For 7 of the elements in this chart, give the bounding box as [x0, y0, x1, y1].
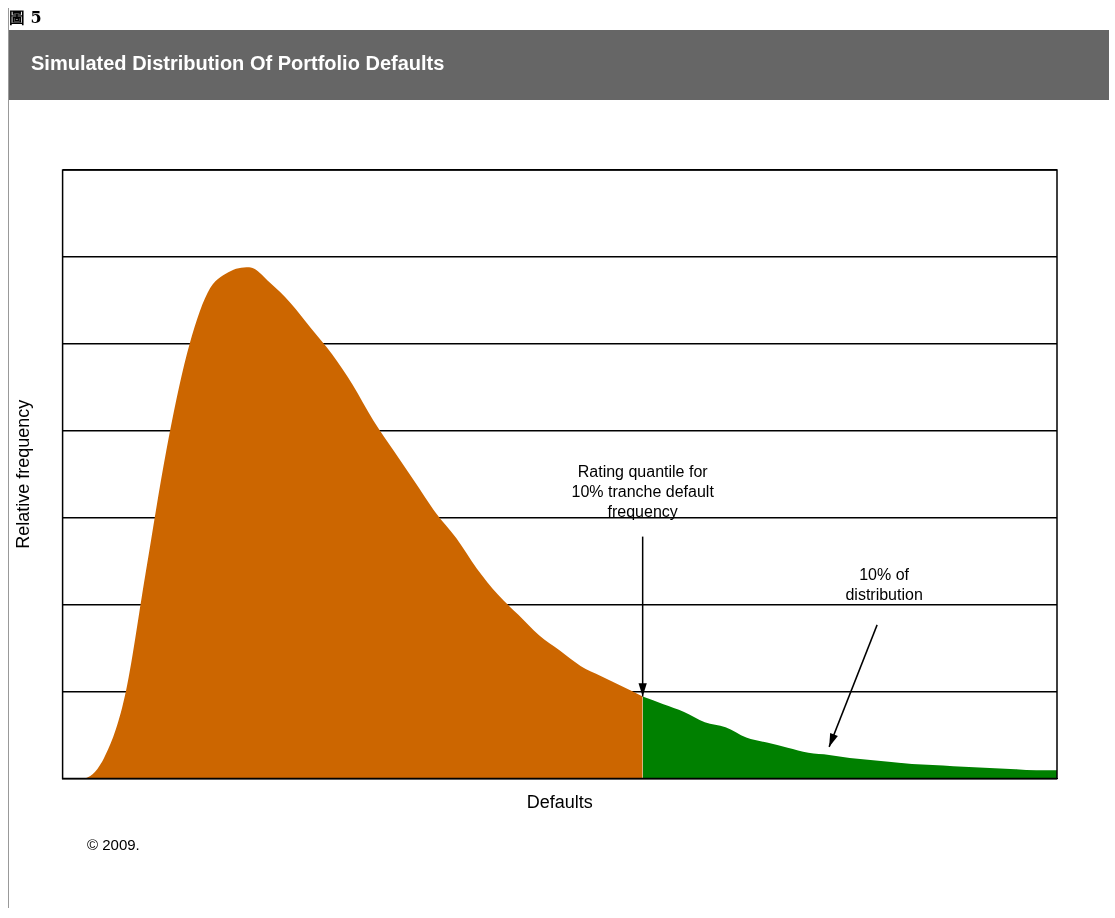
x-axis-title: Defaults	[526, 792, 593, 813]
chart-title: Simulated Distribution Of Portfolio Defaults	[9, 30, 1109, 100]
y-axis-title: Relative frequency	[12, 399, 33, 549]
annotation: Rating quantile for 10% tranche default frequency	[571, 462, 715, 520]
annotation: 10% of distribution	[845, 565, 923, 603]
caption: 圖 5	[9, 8, 43, 29]
text: © 2009.	[87, 836, 140, 853]
